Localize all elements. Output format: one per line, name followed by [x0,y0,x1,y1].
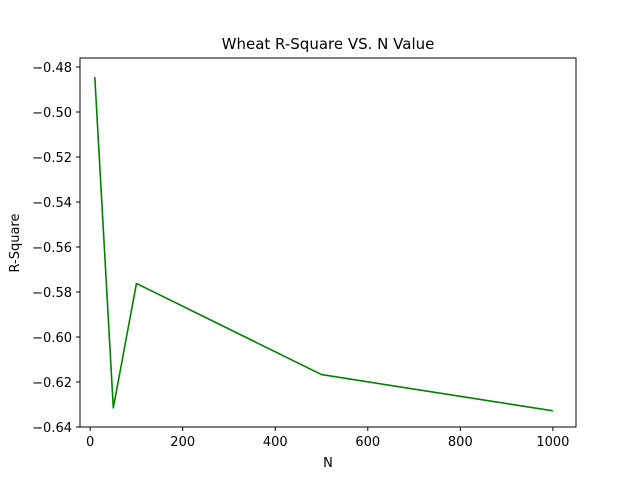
y-axis-label: R-Square [8,214,23,273]
y-tick-label-1: −0.62 [32,376,72,391]
series-layer [94,77,553,412]
x-tick-label-0: 0 [86,435,94,450]
y-tick-label-8: −0.48 [32,61,72,76]
plot-frame [79,57,577,428]
x-tick-label-3: 600 [355,435,380,450]
x-tick-label-5: 1000 [536,435,569,450]
chart-title: Wheat R-Square VS. N Value [222,35,435,53]
y-tick-label-6: −0.52 [32,151,72,166]
x-tick-label-2: 400 [263,435,288,450]
x-tick-label-4: 800 [448,435,473,450]
y-tick-label-5: −0.54 [32,196,72,211]
y-axis: −0.64 −0.62 −0.60 −0.58 −0.56 −0.54 −0.52 −0.50… [32,61,80,436]
x-axis-label: N [323,456,333,471]
y-tick-label-3: −0.58 [32,286,72,301]
x-tick-label-1: 200 [170,435,195,450]
y-tick-label-0: −0.64 [32,421,72,436]
y-tick-label-4: −0.56 [32,241,72,256]
y-tick-label-2: −0.60 [32,331,72,346]
x-axis: 0 200 400 600 800 1000 [86,427,569,450]
y-tick-label-7: −0.50 [32,106,72,121]
series-line-0 [94,77,553,412]
